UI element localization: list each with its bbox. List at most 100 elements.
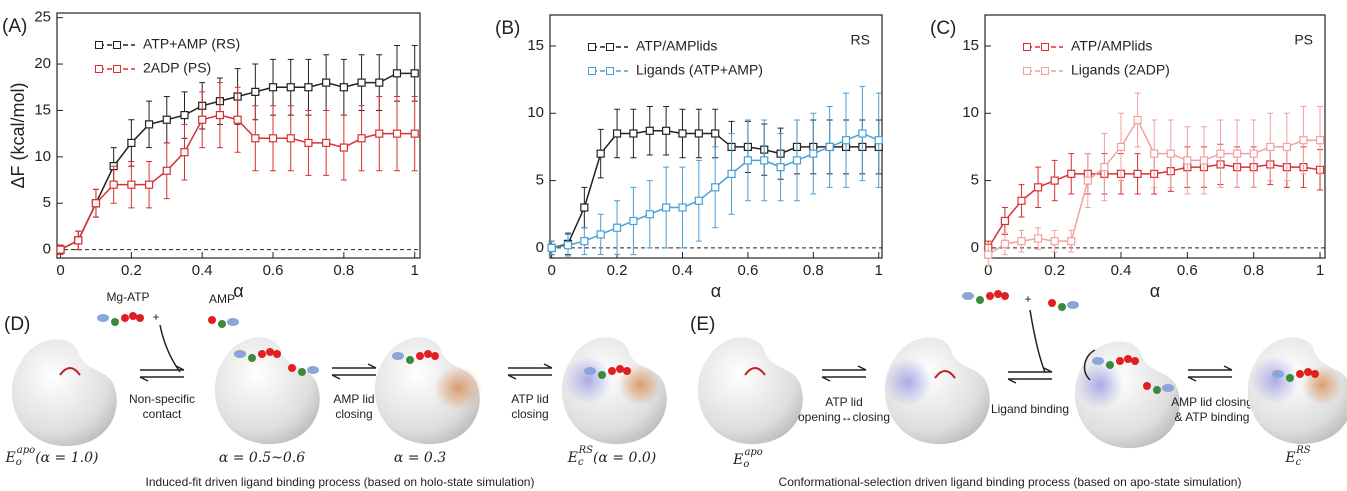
caption: Induced-fit driven ligand binding proces… <box>146 475 535 489</box>
marker <box>1282 142 1291 152</box>
marker <box>711 129 720 138</box>
marker <box>410 69 419 78</box>
marker <box>1183 156 1192 165</box>
lid-domain <box>618 365 662 405</box>
step-label: AMP lid closing <box>1171 395 1253 409</box>
y-tick-label: 5 <box>43 194 51 211</box>
lid-domain <box>1076 361 1124 409</box>
marker <box>760 156 769 165</box>
marker <box>563 241 573 250</box>
marker <box>304 138 313 148</box>
marker <box>109 180 118 189</box>
marker <box>1083 176 1092 185</box>
marker <box>91 199 101 208</box>
lid-domain <box>1251 356 1299 404</box>
marker <box>180 148 189 157</box>
marker <box>268 83 278 92</box>
marker <box>1017 237 1026 246</box>
ligand <box>97 312 144 326</box>
legend-marker <box>95 65 103 73</box>
state-superscript: apo <box>17 445 35 456</box>
step-label: ATP lid <box>511 392 549 406</box>
scheme-e: (E) ATP lid opening↔closing + Ligand bin… <box>690 290 1347 489</box>
plot-frame <box>56 12 421 259</box>
x-tick-label: 0.2 <box>1044 262 1065 279</box>
state-subscript: c <box>578 457 584 468</box>
lid <box>59 367 81 376</box>
marker <box>874 136 883 145</box>
marker <box>743 156 752 165</box>
x-tick-label: 0.6 <box>737 262 758 279</box>
y-tick-label: 25 <box>34 9 51 26</box>
y-tick-label: 10 <box>34 148 51 165</box>
plus: + <box>152 310 159 324</box>
marker <box>215 110 225 120</box>
x-tick-label: 0.8 <box>803 262 824 279</box>
legend-marker <box>588 43 596 51</box>
lid-domain <box>564 356 612 404</box>
state-label: Eoapo(α = 1.0) <box>5 445 99 468</box>
step-label: opening↔closing <box>798 410 890 424</box>
marker <box>645 210 654 219</box>
marker <box>144 120 154 129</box>
step-label: closing <box>511 407 548 421</box>
step-label: Non-specific <box>129 392 195 406</box>
step-label: & ATP binding <box>1175 410 1250 424</box>
lid-domain <box>884 358 932 406</box>
arrow <box>1029 309 1046 373</box>
legend-marker <box>1041 43 1049 51</box>
x-tick-label: 0.8 <box>333 262 354 279</box>
marker <box>580 237 589 246</box>
marker <box>410 129 419 138</box>
ligand-label: Mg-ATP <box>106 290 149 304</box>
legend-label: ATP/AMPlids <box>636 38 717 54</box>
chart: 0 0.2 0.4 0.6 0.8 1051015α(B)RSATP/AMPlidsLig… <box>495 14 883 301</box>
x-axis-label: α <box>233 281 243 301</box>
marker <box>792 156 802 165</box>
marker <box>809 149 818 158</box>
marker <box>286 134 295 143</box>
marker <box>56 245 65 254</box>
step-label: Ligand binding <box>991 402 1069 416</box>
state-label: EcRS <box>1284 445 1310 468</box>
legend-marker <box>1023 43 1031 51</box>
marker <box>162 115 171 124</box>
x-axis-label: α <box>711 281 721 301</box>
x-tick-label: 0.8 <box>1243 262 1264 279</box>
marker <box>1067 169 1076 178</box>
x-tick-label: 0.4 <box>192 262 213 279</box>
marker <box>1000 239 1010 248</box>
y-tick-label: 15 <box>962 37 979 54</box>
chart: 0 0.2 0.4 0.6 0.8 1051015α(C)PSATP/AMPlidsLig… <box>930 14 1326 301</box>
state-symbol: E <box>5 450 16 466</box>
lid <box>934 370 956 379</box>
state-subscript: c <box>1296 457 1302 468</box>
ligand-label: AMP <box>209 292 235 306</box>
lid <box>744 367 766 376</box>
panel-label: (A) <box>2 16 27 37</box>
marker <box>841 136 851 145</box>
arrow <box>1083 349 1096 381</box>
marker <box>392 129 402 138</box>
step-label: closing <box>335 407 372 421</box>
y-tick-label: 0 <box>536 239 544 256</box>
marker <box>1000 216 1010 226</box>
protein <box>697 337 803 445</box>
marker <box>662 126 671 135</box>
marker <box>74 236 83 245</box>
marker <box>339 83 348 92</box>
y-tick-label: 0 <box>43 241 51 258</box>
plus: + <box>1024 292 1031 306</box>
x-tick-label: 0.6 <box>263 262 284 279</box>
marker <box>1116 142 1126 152</box>
legend-label: ATP+AMP (RS) <box>143 36 240 52</box>
marker <box>233 115 242 124</box>
x-tick-label: 0 <box>984 262 992 279</box>
marker <box>127 138 136 148</box>
marker <box>596 149 605 158</box>
marker <box>392 69 402 78</box>
protein <box>11 339 117 447</box>
y-tick-label: 0 <box>971 239 979 256</box>
